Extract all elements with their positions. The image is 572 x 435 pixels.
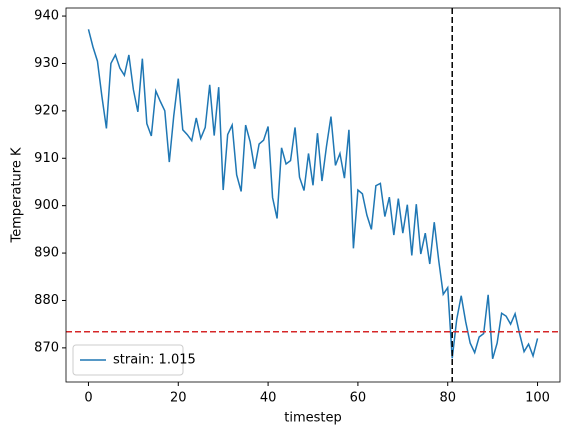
- y-tick-label: 920: [34, 103, 59, 118]
- y-tick-label: 870: [34, 340, 59, 355]
- y-tick-label: 930: [34, 56, 59, 71]
- x-tick-label: 60: [350, 391, 367, 406]
- legend-label: strain: 1.015: [113, 353, 196, 368]
- x-tick-label: 40: [260, 391, 277, 406]
- y-tick-label: 900: [34, 198, 59, 213]
- y-tick-label: 910: [34, 151, 59, 166]
- legend-box: [72, 344, 184, 376]
- x-tick-label: 100: [525, 391, 550, 406]
- y-tick-label: 880: [34, 293, 59, 308]
- y-axis-label: Temperature K: [10, 147, 25, 243]
- x-tick-label: 0: [84, 391, 92, 406]
- x-tick-label: 80: [439, 391, 456, 406]
- x-axis-label: timestep: [284, 411, 342, 426]
- x-tick-label: 20: [170, 391, 187, 406]
- y-tick-label: 890: [34, 246, 59, 261]
- y-tick-label: 940: [34, 9, 59, 24]
- axes-frame: [65, 7, 561, 383]
- data-line: [87, 29, 539, 359]
